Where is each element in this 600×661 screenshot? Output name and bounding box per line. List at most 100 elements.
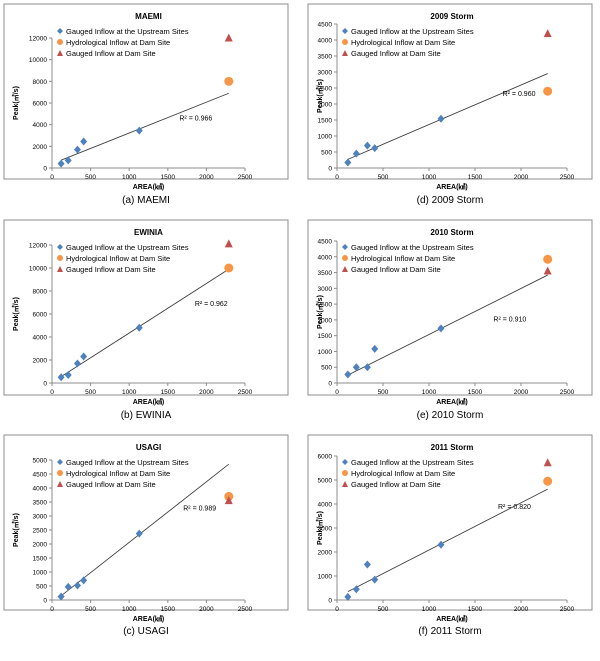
trendline [60,463,230,597]
y-axis-label: Peak(㎥/s) [11,86,20,120]
y-tick-label: 3500 [318,270,333,277]
legend-dam-marker [57,481,63,487]
legend-upstream-marker [342,244,348,250]
y-axis-label: Peak(㎥/s) [315,511,324,545]
y-tick-label: 10000 [29,57,47,64]
dam-point [224,33,233,42]
chart-title: MAEMI [135,12,162,21]
upstream-point [80,137,88,146]
chart-panel-6: 2011 Storm 0 1000 2000 3000 4000 5000 6000 0 500 1… [307,434,593,637]
upstream-point [57,159,65,168]
y-tick-label: 12000 [29,243,47,250]
x-tick-label: 1500 [161,389,176,396]
legend-dam-label: Gauged Inflow at Dam Site [351,49,441,58]
upstream-point [437,540,445,549]
x-axis-label: AREA(㎢) [133,182,165,191]
legend-hydro-label: Hydrological Inflow at Dam Site [66,469,170,478]
x-tick-label: 1000 [122,174,137,181]
x-axis-label: AREA(㎢) [436,397,468,406]
upstream-point [73,581,81,590]
legend-dam-marker [342,266,348,272]
chart-caption: (e) 2010 Storm [417,410,484,421]
y-axis-label: Peak(㎥/s) [11,513,20,547]
y-tick-label: 5000 [33,458,48,465]
upstream-point [363,560,371,569]
y-tick-label: 0 [328,166,332,173]
x-tick-label: 2500 [238,174,253,181]
y-tick-label: 4000 [33,486,48,493]
legend: Gauged Inflow at the Upstream Sites Hydro… [57,27,189,58]
legend-dam-label: Gauged Inflow at Dam Site [351,265,441,274]
hydro-point [543,476,553,486]
trendline [60,92,229,161]
upstream-point [73,359,81,368]
chart-caption: (b) EWINIA [121,410,172,421]
upstream-point [371,344,379,353]
chart-panel-1: MAEMI 0 2000 4000 6000 8000 10000 12000 0 500 1000… [3,3,289,206]
x-axis-label: AREA(㎢) [436,182,468,191]
trendline [347,73,548,160]
y-tick-label: 2000 [318,317,333,324]
x-tick-label: 500 [85,174,96,181]
legend-dam-label: Gauged Inflow at Dam Site [351,480,441,489]
legend: Gauged Inflow at the Upstream Sites Hydro… [342,458,474,489]
x-tick-label: 2000 [514,174,529,181]
dam-point [224,239,233,248]
chart-frame [307,434,593,611]
y-tick-label: 0 [43,166,47,173]
legend-hydro-marker [342,255,348,261]
trendline [60,268,230,378]
y-tick-label: 2000 [33,358,48,365]
upstream-point [363,141,371,150]
x-tick-label: 2000 [199,174,214,181]
chart-caption: (f) 2011 Storm [418,626,481,637]
upstream-point [135,126,143,135]
y-axis-label: Peak(㎥/s) [315,295,324,329]
x-tick-label: 2000 [199,389,214,396]
y-tick-label: 5000 [318,478,333,485]
legend-hydro-marker [57,39,63,45]
x-tick-label: 2000 [514,389,529,396]
x-tick-label: 0 [335,389,339,396]
y-tick-label: 2500 [318,302,333,309]
y-tick-label: 12000 [29,36,47,43]
y-tick-label: 3500 [318,54,333,61]
y-tick-label: 4000 [318,502,333,509]
legend-upstream-label: Gauged Inflow at the Upstream Sites [351,27,474,36]
x-tick-label: 2500 [238,606,253,613]
x-tick-label: 1000 [122,389,137,396]
trendline [347,488,548,593]
chart-panel-4: 2009 Storm 0 500 1000 1500 2000 2500 3000 3500 40… [307,3,593,206]
upstream-point [371,575,379,584]
y-tick-label: 2000 [318,550,333,557]
upstream-point [80,576,88,585]
dam-point [224,496,233,505]
upstream-point [64,156,72,165]
y-tick-label: 2000 [33,542,48,549]
y-tick-label: 4000 [318,254,333,261]
y-tick-label: 0 [43,381,47,388]
chart-panel-5: 2010 Storm 0 500 1000 1500 2000 2500 3000 3500 40… [307,219,593,421]
x-tick-label: 2500 [560,389,575,396]
legend-upstream-label: Gauged Inflow at the Upstream Sites [351,243,474,252]
x-tick-label: 1500 [468,174,483,181]
legend: Gauged Inflow at the Upstream Sites Hydro… [342,243,474,274]
dam-point [543,458,552,467]
y-tick-label: 1000 [318,134,333,141]
chart-frame [3,434,289,611]
upstream-point [352,363,360,372]
y-axis-label: Peak(㎥/s) [11,297,20,331]
legend-hydro-label: Hydrological Inflow at Dam Site [66,254,170,263]
upstream-point [57,373,65,382]
upstream-point [344,370,352,379]
x-axis-label: AREA(㎢) [133,397,165,406]
y-tick-label: 4000 [33,122,48,129]
x-tick-label: 500 [378,174,389,181]
chart-frame [3,219,289,396]
legend-hydro-marker [57,470,63,476]
x-tick-label: 500 [85,389,96,396]
y-tick-label: 500 [321,150,332,157]
x-tick-label: 1000 [422,174,437,181]
